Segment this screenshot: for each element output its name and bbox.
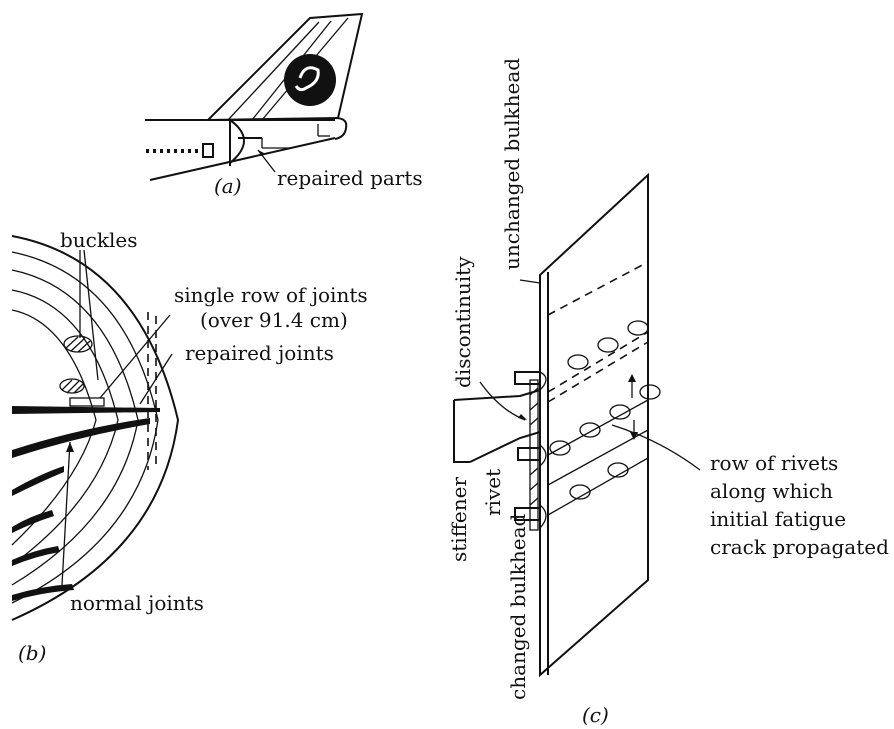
panel-c-joint-drawing [453, 172, 701, 678]
label-rivet-row-2: along which [710, 479, 833, 503]
buckle-marks [59, 335, 93, 394]
label-buckles: buckles [60, 228, 138, 252]
caption-c: (c) [582, 703, 609, 727]
label-single-row-sub: (over 91.4 cm) [200, 308, 348, 332]
label-unchanged-bulkhead: unchanged bulkhead [500, 58, 524, 270]
caption-a: (a) [214, 174, 242, 198]
label-normal-joints: normal joints [70, 591, 204, 615]
rear-door [202, 143, 214, 158]
label-rivet-row-4: crack propagated [710, 535, 889, 559]
cabin-windows [146, 149, 198, 153]
label-rivet-row-1: row of rivets [710, 451, 838, 475]
tail-logo-icon [284, 54, 336, 106]
rivet-holes [549, 320, 661, 500]
panel-b-bulkhead-drawing [11, 235, 180, 621]
label-rivet: rivet [481, 469, 505, 516]
caption-b: (b) [18, 641, 46, 665]
label-repaired-parts: repaired parts [277, 166, 423, 190]
label-stiffener: stiffener [447, 477, 471, 562]
panel-a-tail-drawing [145, 12, 364, 181]
label-repaired-joints: repaired joints [185, 341, 334, 365]
label-changed-bulkhead: changed bulkhead [506, 513, 530, 700]
label-rivet-row-3: initial fatigue [710, 507, 846, 531]
label-single-row: single row of joints [174, 283, 368, 307]
label-discontinuity: discontinuity [451, 256, 475, 388]
